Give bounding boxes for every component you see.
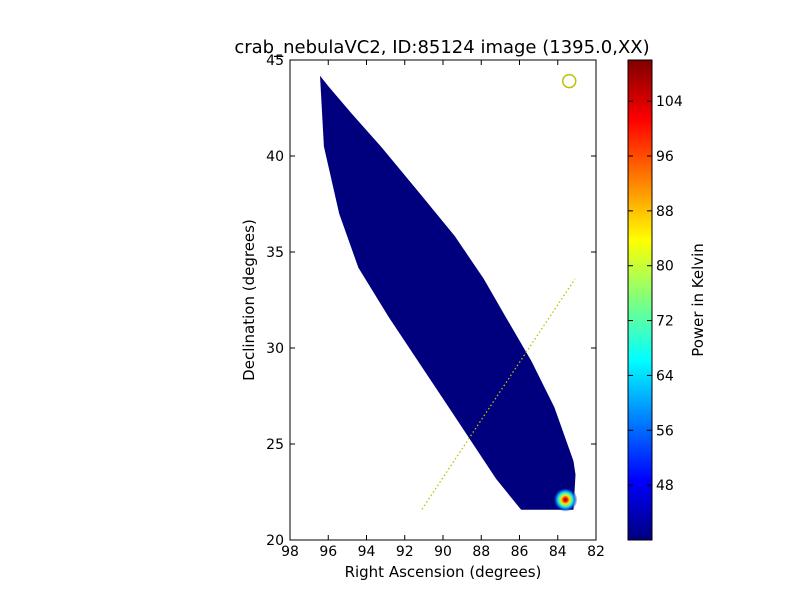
x-tick-label: 92 (396, 544, 414, 560)
x-tick-label: 96 (319, 544, 337, 560)
x-tick-label: 84 (549, 544, 567, 560)
x-tick-label: 86 (511, 544, 529, 560)
y-tick-label: 25 (266, 437, 284, 453)
colorbar-tick-label: 104 (656, 94, 683, 110)
y-axis-label: Declination (degrees) (240, 219, 258, 381)
chart-title: crab_nebulaVC2, ID:85124 image (1395.0,X… (234, 37, 649, 58)
colorbar-ticks: 48 56 64 72 80 88 96 104 (628, 94, 683, 494)
x-tick-label: 90 (434, 544, 452, 560)
x-tick-label: 88 (472, 544, 490, 560)
x-tick-label: 94 (358, 544, 376, 560)
colorbar-tick-label: 80 (656, 259, 674, 275)
y-tick-label: 20 (266, 533, 284, 549)
coverage-region (320, 75, 576, 510)
y-tick-label: 35 (266, 245, 284, 261)
hotspot-peak (553, 487, 578, 512)
x-axis: 98 96 94 92 90 88 86 84 82 (281, 60, 605, 560)
colorbar-label: Power in Kelvin (689, 243, 707, 357)
colorbar-tick-label: 72 (656, 314, 674, 330)
colorbar-tick-label: 64 (656, 368, 674, 384)
y-tick-label: 45 (266, 53, 284, 69)
x-tick-label: 82 (587, 544, 605, 560)
colorbar-tick-label: 56 (656, 423, 674, 439)
y-tick-label: 30 (266, 341, 284, 357)
plot-area: 98 96 94 92 90 88 86 84 82 20 25 30 35 40 45 (266, 53, 605, 560)
y-axis: 20 25 30 35 40 45 (266, 53, 596, 549)
colorbar-tick-label: 96 (656, 149, 674, 165)
x-tick-label: 98 (281, 544, 299, 560)
colorbar-frame (627, 59, 653, 541)
colorbar-tick-label: 88 (656, 204, 674, 220)
x-axis-label: Right Ascension (degrees) (345, 563, 542, 581)
source-marker (561, 73, 577, 89)
colorbar-gradient (628, 60, 652, 540)
colorbar: 48 56 64 72 80 88 96 104 Power in Kelvin (627, 59, 707, 541)
colorbar-tick-label: 48 (656, 478, 674, 494)
y-tick-label: 40 (266, 149, 284, 165)
